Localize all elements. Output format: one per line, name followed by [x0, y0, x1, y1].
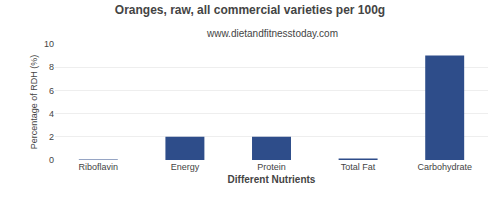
svg-text:Riboflavin: Riboflavin	[79, 162, 119, 172]
svg-text:Energy: Energy	[171, 162, 200, 172]
svg-text:Carbohydrate: Carbohydrate	[417, 162, 472, 172]
svg-text:0: 0	[49, 155, 54, 165]
svg-text:www.dietandfitnesstoday.com: www.dietandfitnesstoday.com	[206, 28, 338, 39]
svg-text:Percentage of RDH (%): Percentage of RDH (%)	[29, 55, 39, 150]
svg-text:8: 8	[49, 62, 54, 72]
svg-text:10: 10	[44, 39, 54, 49]
svg-text:6: 6	[49, 86, 54, 96]
svg-text:Total Fat: Total Fat	[341, 162, 376, 172]
svg-text:Different Nutrients: Different Nutrients	[228, 174, 316, 185]
svg-text:Oranges, raw, all commercial v: Oranges, raw, all commercial varieties p…	[115, 3, 385, 17]
svg-text:Protein: Protein	[257, 162, 286, 172]
svg-text:2: 2	[49, 132, 54, 142]
svg-text:4: 4	[49, 109, 54, 119]
